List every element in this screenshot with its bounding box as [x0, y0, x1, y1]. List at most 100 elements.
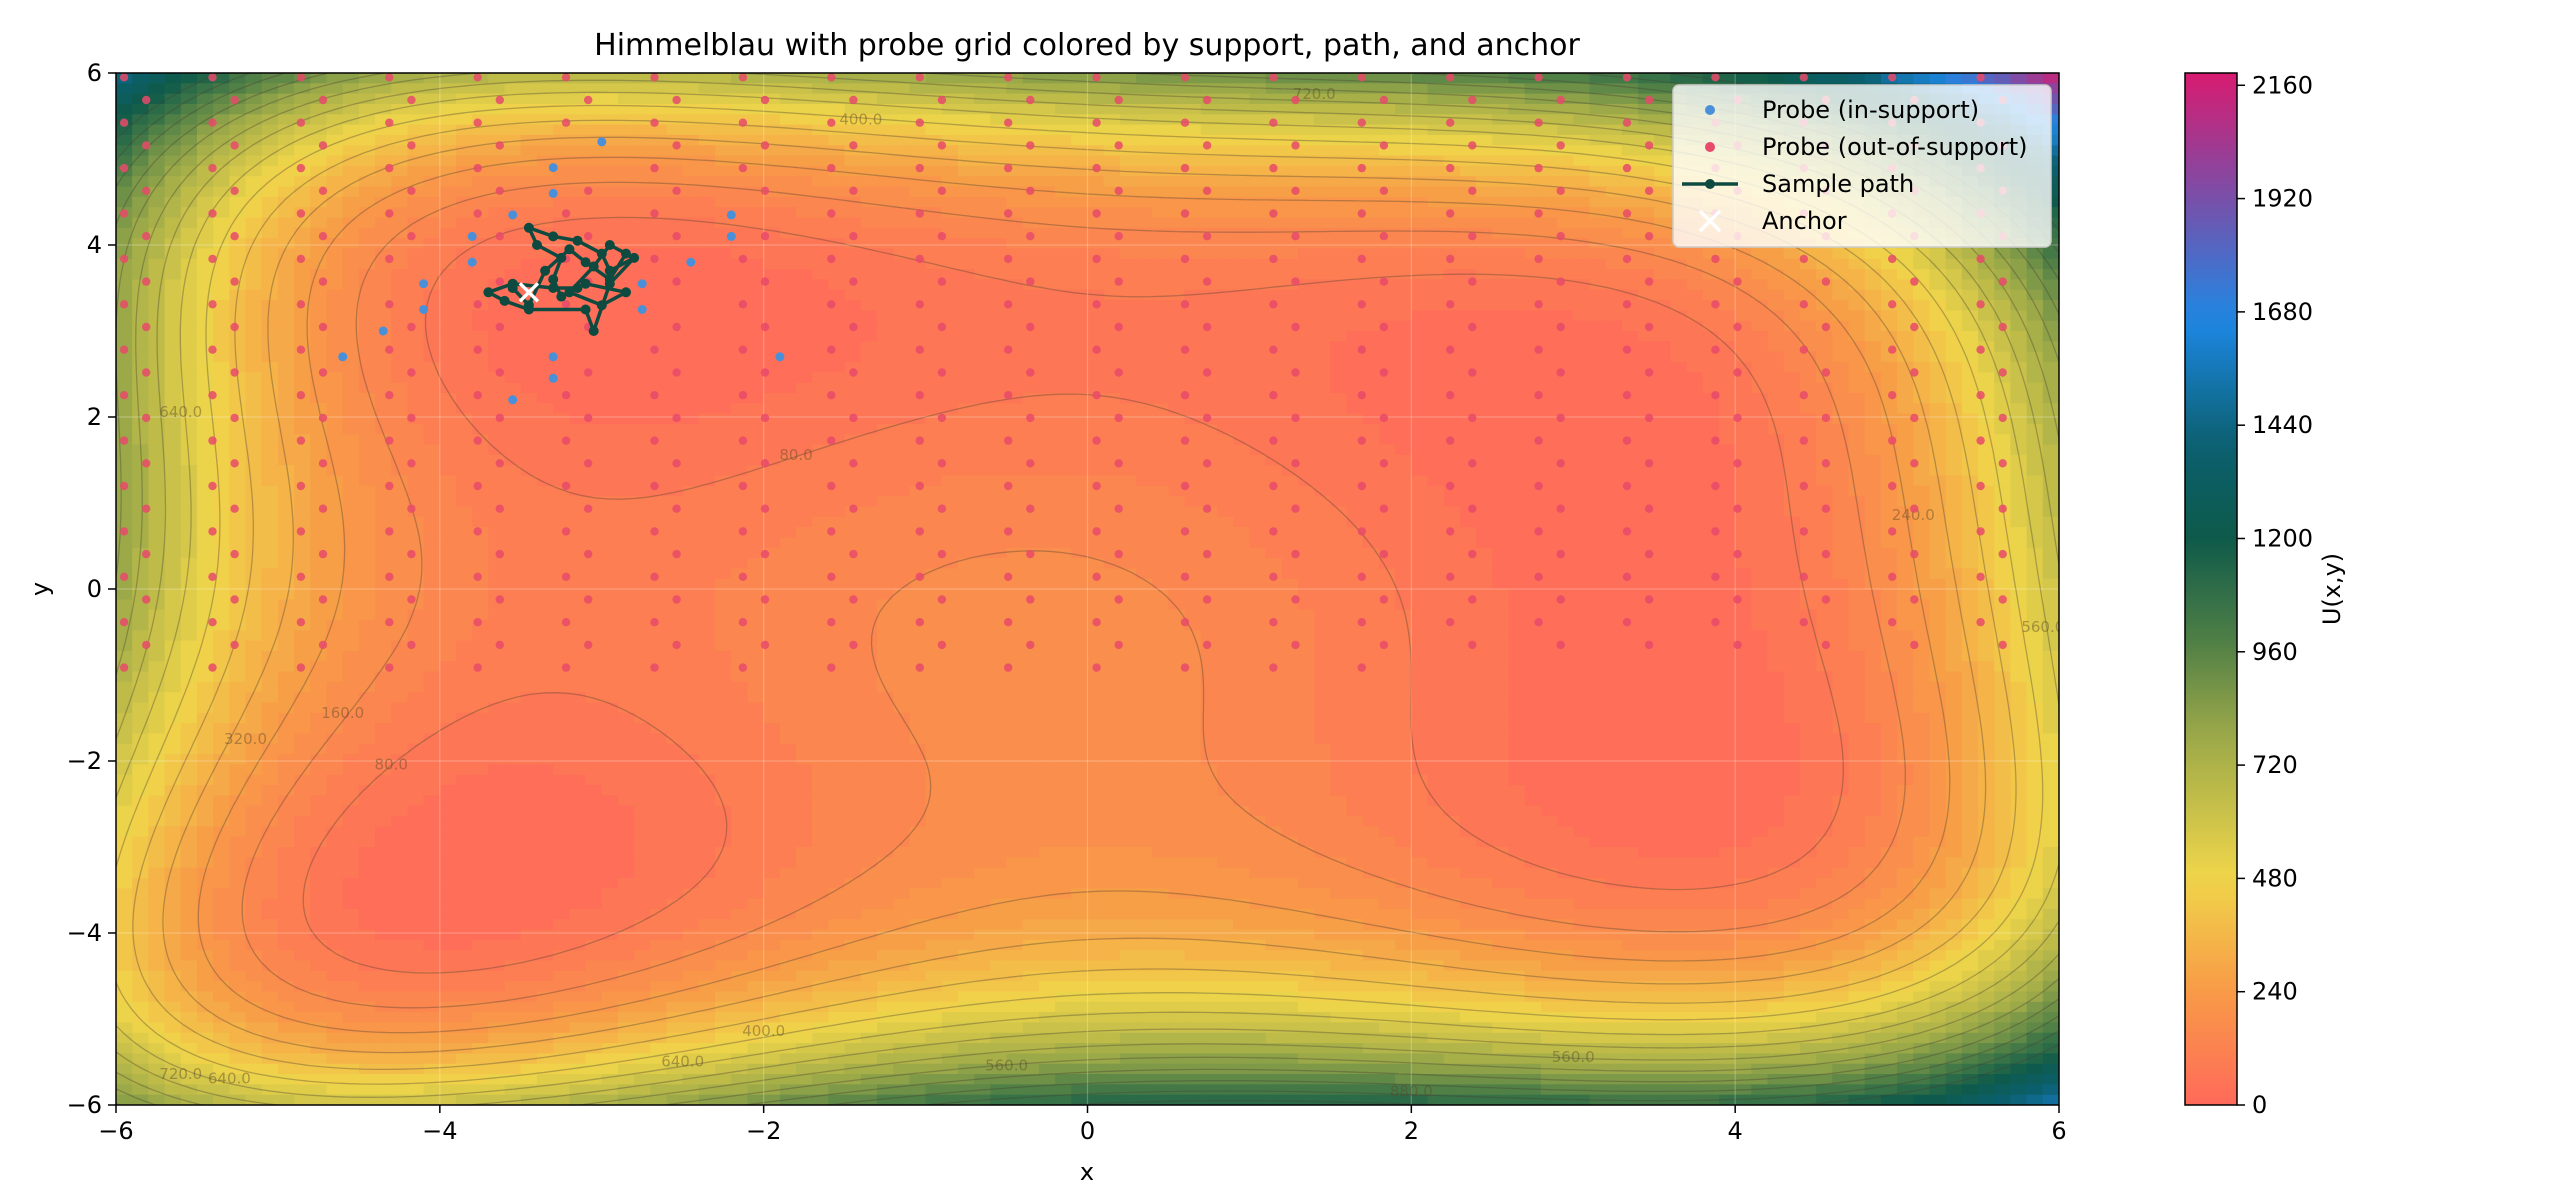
heatmap-cell [1038, 444, 1056, 456]
heatmap-cell [1103, 454, 1121, 466]
heatmap-cell [1767, 485, 1785, 497]
heatmap-cell [1168, 248, 1186, 260]
heatmap-cell [245, 176, 263, 188]
heatmap-cell [375, 403, 392, 415]
heatmap-cell [682, 444, 700, 456]
heatmap-cell [423, 372, 441, 384]
heatmap-cell [1848, 320, 1866, 332]
heatmap-cell [1589, 351, 1607, 363]
heatmap-cell [1249, 465, 1267, 477]
heatmap-cell [974, 145, 992, 157]
heatmap-cell [1281, 258, 1299, 270]
heatmap-cell [407, 269, 425, 281]
heatmap-cell [812, 83, 830, 95]
heatmap-cell [957, 248, 975, 260]
heatmap-cell [715, 145, 732, 157]
heatmap-cell [132, 496, 150, 508]
heatmap-cell [391, 269, 409, 281]
heatmap-cell [893, 496, 911, 508]
heatmap-cell [1476, 176, 1493, 188]
heatmap-cell [375, 454, 392, 466]
heatmap-cell [1038, 454, 1056, 466]
heatmap-cell [844, 165, 862, 177]
heatmap-cell [1978, 444, 1995, 456]
heatmap-cell [1136, 93, 1153, 105]
heatmap-cell [1346, 207, 1364, 219]
heatmap-cell [909, 176, 927, 188]
heatmap-cell [957, 300, 975, 312]
heatmap-cell [326, 134, 344, 146]
heatmap-cell [617, 124, 635, 136]
heatmap-cell [2042, 341, 2059, 353]
heatmap-cell [1217, 475, 1234, 487]
heatmap-cell [1605, 392, 1623, 404]
heatmap-cell [925, 485, 943, 497]
heatmap-cell [1119, 423, 1137, 435]
heatmap-cell [2010, 361, 2028, 373]
heatmap-cell [2010, 248, 2028, 260]
heatmap-cell [1783, 310, 1801, 322]
heatmap-cell [164, 258, 182, 270]
heatmap-cell [569, 186, 587, 198]
heatmap-cell [828, 83, 846, 95]
heatmap-cell [1476, 248, 1493, 260]
heatmap-cell [1605, 320, 1623, 332]
heatmap-cell [1297, 186, 1315, 198]
heatmap-cell [1751, 392, 1769, 404]
heatmap-cell [2010, 320, 2028, 332]
heatmap-cell [1265, 134, 1283, 146]
heatmap-cell [1378, 403, 1396, 415]
heatmap-cell [1314, 351, 1332, 363]
heatmap-cell [553, 73, 571, 85]
heatmap-cell [520, 310, 538, 322]
heatmap-cell [1265, 186, 1283, 198]
heatmap-cell [1119, 73, 1137, 85]
heatmap-cell [1168, 258, 1186, 270]
heatmap-cell [1297, 269, 1315, 281]
heatmap-cell [1055, 320, 1073, 332]
heatmap-cell [1168, 341, 1186, 353]
heatmap-cell [1654, 248, 1672, 260]
heatmap-cell [520, 227, 538, 239]
heatmap-cell [763, 361, 781, 373]
heatmap-cell [1071, 351, 1089, 363]
heatmap-cell [731, 485, 749, 497]
heatmap-cell [1492, 423, 1510, 435]
heatmap-cell [1184, 83, 1202, 95]
heatmap-cell [682, 310, 700, 322]
heatmap-cell [1411, 207, 1429, 219]
heatmap-cell [974, 238, 992, 250]
heatmap-cell [1346, 465, 1364, 477]
heatmap-cell [1735, 392, 1753, 404]
heatmap-cell [132, 114, 150, 126]
heatmap-cell [1799, 372, 1817, 384]
heatmap-cell [1670, 465, 1688, 477]
heatmap-cell [909, 134, 927, 146]
heatmap-cell [196, 465, 214, 477]
heatmap-cell [1751, 423, 1769, 435]
heatmap-cell [1621, 134, 1639, 146]
heatmap-cell [1249, 444, 1267, 456]
heatmap-cell [1702, 331, 1720, 343]
heatmap-cell [342, 238, 360, 250]
heatmap-cell [196, 392, 214, 404]
heatmap-cell [1233, 93, 1251, 105]
heatmap-cell [1702, 341, 1720, 353]
heatmap-cell [844, 258, 862, 270]
heatmap-cell [472, 423, 490, 435]
heatmap-cell [974, 93, 992, 105]
heatmap-cell [1557, 155, 1574, 167]
heatmap-cell [1346, 93, 1364, 105]
heatmap-cell [812, 434, 830, 446]
heatmap-cell [1022, 331, 1040, 343]
heatmap-cell [585, 444, 603, 456]
heatmap-cell [1880, 320, 1898, 332]
heatmap-cell [1055, 361, 1073, 373]
heatmap-cell [326, 392, 344, 404]
heatmap-cell [245, 454, 263, 466]
heatmap-cell [1249, 269, 1267, 281]
heatmap-cell [796, 475, 813, 487]
heatmap-cell [1443, 465, 1461, 477]
heatmap-cell [1314, 155, 1332, 167]
heatmap-cell [1055, 423, 1073, 435]
